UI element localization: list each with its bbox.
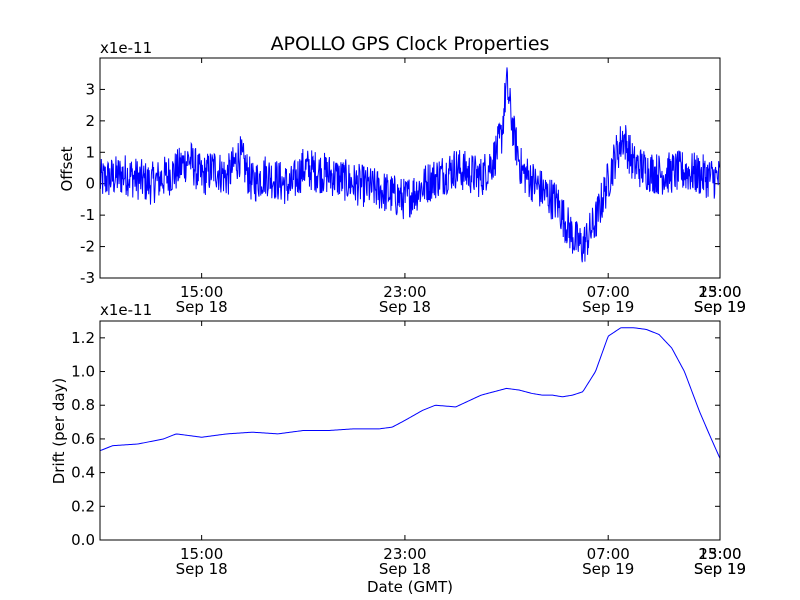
offset-series-line: [99, 67, 721, 263]
xtick-time-label: 15:00: [180, 283, 223, 301]
xtick-time-label: 15:00: [180, 545, 223, 563]
offset-ylabel: Offset: [58, 146, 76, 191]
ytick-label: 3: [85, 80, 95, 98]
xtick-time-label: 07:00: [587, 545, 630, 563]
ytick-label: -2: [80, 238, 95, 256]
ytick-label: 0.2: [71, 497, 95, 515]
xtick-time-label: 15:00: [698, 283, 741, 301]
ytick-label: 0.6: [71, 430, 95, 448]
xtick-date-label: Sep 19: [694, 560, 746, 578]
xtick-date-label: Sep 19: [694, 298, 746, 316]
xtick-time-label: 23:00: [383, 283, 426, 301]
xtick-date-label: Sep 19: [582, 560, 634, 578]
xtick-time-label: 15:00: [698, 545, 741, 563]
xtick-date-label: Sep 18: [379, 298, 431, 316]
drift-series-line: [99, 327, 721, 459]
ytick-label: 0.0: [71, 531, 95, 549]
xtick-time-label: 07:00: [587, 283, 630, 301]
drift-panel: x1e-11 Drift (per day) Date (GMT) 0.0 0.2…: [50, 301, 746, 596]
ytick-label: 1: [85, 143, 95, 161]
ytick-label: 0: [85, 175, 95, 193]
ytick-label: 1.0: [71, 363, 95, 381]
xtick-date-label: Sep 18: [176, 298, 228, 316]
xtick-date-label: Sep 19: [694, 298, 746, 316]
offset-yticks: -3 -2 -1 0 1 2 3: [80, 80, 720, 287]
ytick-label: -3: [80, 269, 95, 287]
offset-multiplier: x1e-11: [100, 39, 152, 57]
drift-ylabel: Drift (per day): [50, 378, 68, 485]
ytick-label: 0.4: [71, 464, 95, 482]
drift-axes-frame: [99, 320, 721, 541]
chart-title: APOLLO GPS Clock Properties: [271, 33, 550, 55]
xtick-time-label: 23:00: [698, 545, 741, 563]
drift-multiplier: x1e-11: [100, 301, 152, 319]
ytick-label: 2: [85, 112, 95, 130]
drift-yticks: 0.0 0.2 0.4 0.6 0.8 1.0 1.2: [71, 329, 720, 549]
ytick-label: -1: [80, 206, 95, 224]
drift-xlabel: Date (GMT): [367, 578, 453, 596]
xtick-date-label: Sep 18: [176, 560, 228, 578]
xtick-date-label: Sep 19: [582, 298, 634, 316]
xtick-date-label: Sep 19: [694, 560, 746, 578]
xtick-time-label: 23:00: [698, 283, 741, 301]
xtick-date-label: Sep 18: [379, 560, 431, 578]
offset-axes-frame: [99, 57, 721, 279]
ytick-label: 1.2: [71, 329, 95, 347]
ytick-label: 0.8: [71, 396, 95, 414]
xtick-time-label: 23:00: [383, 545, 426, 563]
